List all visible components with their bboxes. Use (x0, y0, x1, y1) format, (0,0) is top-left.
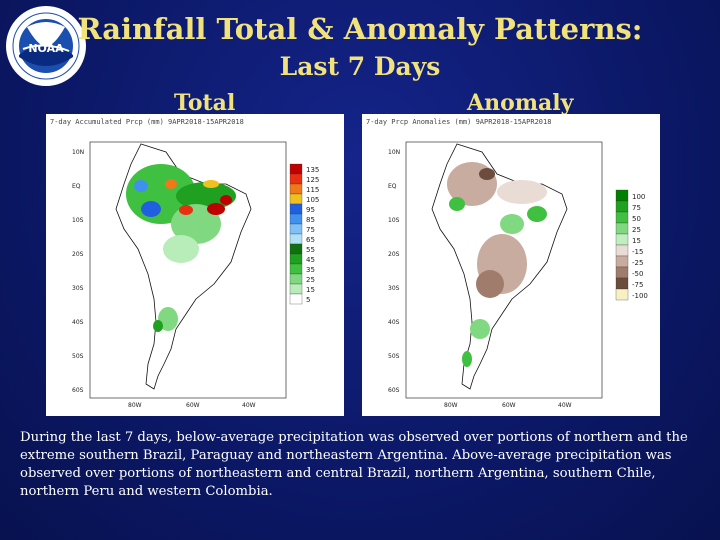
lat-label: 10S (72, 217, 84, 224)
colorbar-label: 75 (632, 204, 641, 212)
lon-label: 80W (128, 402, 142, 409)
colorbar-swatch (615, 288, 629, 301)
lat-label: 20S (72, 251, 84, 258)
colorbar-label: 95 (306, 206, 315, 214)
anomaly-map-header: 7-day Prcp Anomalies (mm) 9APR2018-15APR… (366, 118, 551, 126)
anomaly-lon-labels: 80W 60W 40W (444, 402, 572, 409)
colorbar-label: 55 (306, 246, 315, 254)
colorbar-label: -75 (632, 281, 643, 289)
colorbar-swatch (615, 200, 629, 213)
colorbar-label: 45 (306, 256, 315, 264)
colorbar-label: -100 (632, 292, 648, 300)
noaa-logo: NOAA (6, 6, 86, 86)
lon-label: 40W (558, 402, 572, 409)
anomaly-colorbar: 100 75 50 25 15 -15 -25 -50 -75 -100 (615, 189, 648, 301)
colorbar-swatch (289, 243, 303, 255)
anomaly-lat-labels: 10N EQ 10S 20S 30S 40S 50S 60S (388, 149, 400, 394)
lon-label: 60W (502, 402, 516, 409)
colorbar-label: 25 (306, 276, 315, 284)
total-lat-labels: 10N EQ 10S 20S 30S 40S 50S 60S (72, 149, 84, 394)
colorbar-label: -15 (632, 248, 643, 256)
colorbar-swatch (289, 203, 303, 215)
lat-label: 30S (388, 285, 400, 292)
colorbar-label: 35 (306, 266, 315, 274)
total-precip-map: 7-day Accumulated Prcp (mm) 9APR2018-15A… (46, 114, 344, 416)
total-lon-labels: 80W 60W 40W (128, 402, 256, 409)
total-map-header: 7-day Accumulated Prcp (mm) 9APR2018-15A… (50, 118, 244, 126)
colorbar-swatch (289, 223, 303, 235)
colorbar-swatch (289, 173, 303, 185)
colorbar-label: 115 (306, 186, 319, 194)
lon-label: 40W (242, 402, 256, 409)
caption-text: During the last 7 days, below-average pr… (20, 430, 688, 499)
lat-label: 40S (388, 319, 400, 326)
colorbar-label: 5 (306, 296, 310, 304)
lat-label: 50S (388, 353, 400, 360)
colorbar-swatch (289, 293, 303, 305)
colorbar-label: 135 (306, 166, 319, 174)
logo-text: NOAA (28, 42, 64, 55)
colorbar-swatch (289, 233, 303, 245)
colorbar-label: 100 (632, 193, 645, 201)
colorbar-label: -25 (632, 259, 643, 267)
colorbar-label: 105 (306, 196, 319, 204)
colorbar-label: 125 (306, 176, 319, 184)
total-label: Total (174, 90, 236, 116)
lat-label: 10N (72, 149, 84, 156)
colorbar-label: 85 (306, 216, 315, 224)
colorbar-swatch (289, 183, 303, 195)
colorbar-swatch (615, 266, 629, 279)
colorbar-label: 75 (306, 226, 315, 234)
colorbar-swatch (289, 273, 303, 285)
lat-label: 60S (388, 387, 400, 394)
colorbar-swatch (289, 213, 303, 225)
colorbar-label: 15 (632, 237, 641, 245)
lat-label: EQ (388, 183, 397, 190)
page-subtitle: Last 7 Days (279, 52, 441, 81)
lat-label: 10S (388, 217, 400, 224)
lon-label: 60W (186, 402, 200, 409)
colorbar-swatch (289, 253, 303, 265)
anomaly-field (447, 162, 547, 367)
colorbar-swatch (289, 193, 303, 205)
colorbar-label: 25 (632, 226, 641, 234)
colorbar-swatch (289, 263, 303, 275)
colorbar-swatch (615, 222, 629, 235)
page-title: Rainfall Total & Anomaly Patterns: (77, 12, 643, 46)
anomaly-precip-map: 7-day Prcp Anomalies (mm) 9APR2018-15APR… (362, 114, 660, 416)
colorbar-label: 50 (632, 215, 641, 223)
colorbar-label: 15 (306, 286, 315, 294)
total-colorbar: 135 125 115 105 95 85 75 65 55 45 35 25 15 5 (289, 163, 319, 305)
colorbar-swatch (615, 277, 629, 290)
lat-label: 60S (72, 387, 84, 394)
total-rainfall-field (126, 164, 236, 332)
colorbar-swatch (289, 283, 303, 295)
lat-label: 20S (388, 251, 400, 258)
colorbar-label: -50 (632, 270, 643, 278)
colorbar-swatch (289, 163, 303, 175)
lat-label: 10N (388, 149, 400, 156)
lat-label: 40S (72, 319, 84, 326)
anomaly-label: Anomaly (467, 90, 574, 116)
colorbar-label: 65 (306, 236, 315, 244)
colorbar-swatch (615, 189, 629, 202)
lat-label: 50S (72, 353, 84, 360)
colorbar-swatch (615, 244, 629, 257)
colorbar-swatch (615, 255, 629, 268)
colorbar-swatch (615, 211, 629, 224)
lat-label: 30S (72, 285, 84, 292)
lon-label: 80W (444, 402, 458, 409)
lat-label: EQ (72, 183, 81, 190)
colorbar-swatch (615, 233, 629, 246)
